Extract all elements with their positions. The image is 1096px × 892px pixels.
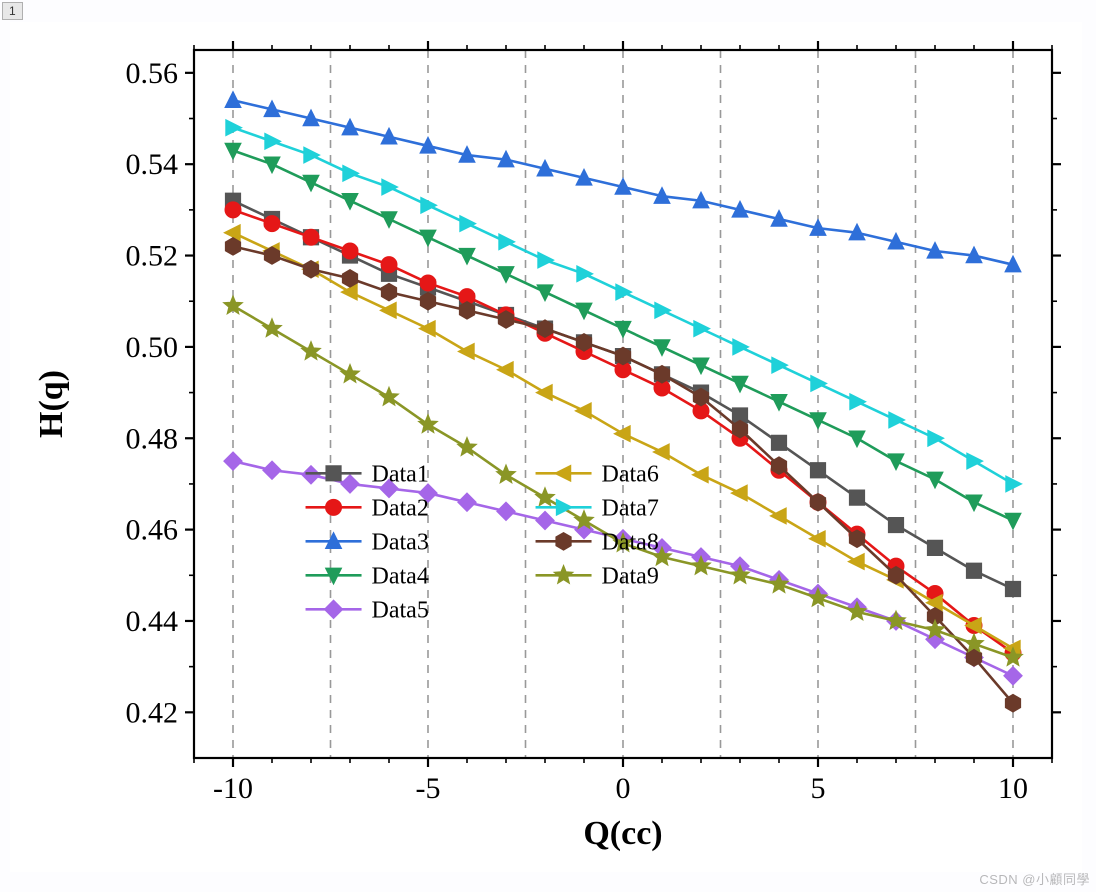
ytick-label: 0.56 (126, 57, 179, 90)
legend-label: Data7 (602, 495, 659, 521)
legend-label: Data3 (372, 529, 429, 555)
xtick-label: -10 (213, 772, 253, 805)
ytick-label: 0.50 (126, 331, 179, 364)
ytick-label: 0.44 (126, 605, 179, 638)
xtick-label: 0 (616, 772, 631, 805)
ytick-label: 0.48 (126, 422, 179, 455)
legend-label: Data4 (372, 563, 429, 589)
ytick-label: 0.46 (126, 514, 179, 547)
legend-label: Data9 (602, 563, 659, 589)
chart-svg: 0.42 0.44 0.46 0.48 0.50 0.52 0.54 0.56 -10 -5 0 5 1… (10, 22, 1082, 872)
page-tab-label: 1 (9, 4, 16, 18)
watermark-text: CSDN @小顧同學 (979, 872, 1090, 887)
ytick-label: 0.52 (126, 240, 179, 273)
page-tab[interactable]: 1 (2, 2, 23, 20)
ytick-label: 0.42 (126, 696, 179, 729)
figure-container: 0.42 0.44 0.46 0.48 0.50 0.52 0.54 0.56 -10 -5 0 5 1… (10, 22, 1082, 872)
legend-label: Data5 (372, 597, 429, 623)
y-axis-label: H(q) (33, 370, 70, 438)
xtick-label: 10 (998, 772, 1028, 805)
watermark: CSDN @小顧同學 (979, 869, 1090, 888)
xtick-label: -5 (416, 772, 441, 805)
legend-label: Data2 (372, 495, 429, 521)
legend-label: Data8 (602, 529, 659, 555)
xtick-label: 5 (811, 772, 826, 805)
ytick-label: 0.54 (126, 148, 179, 181)
x-axis-label: Q(cc) (583, 815, 662, 852)
legend-label: Data1 (372, 461, 429, 487)
legend-label: Data6 (602, 461, 659, 487)
